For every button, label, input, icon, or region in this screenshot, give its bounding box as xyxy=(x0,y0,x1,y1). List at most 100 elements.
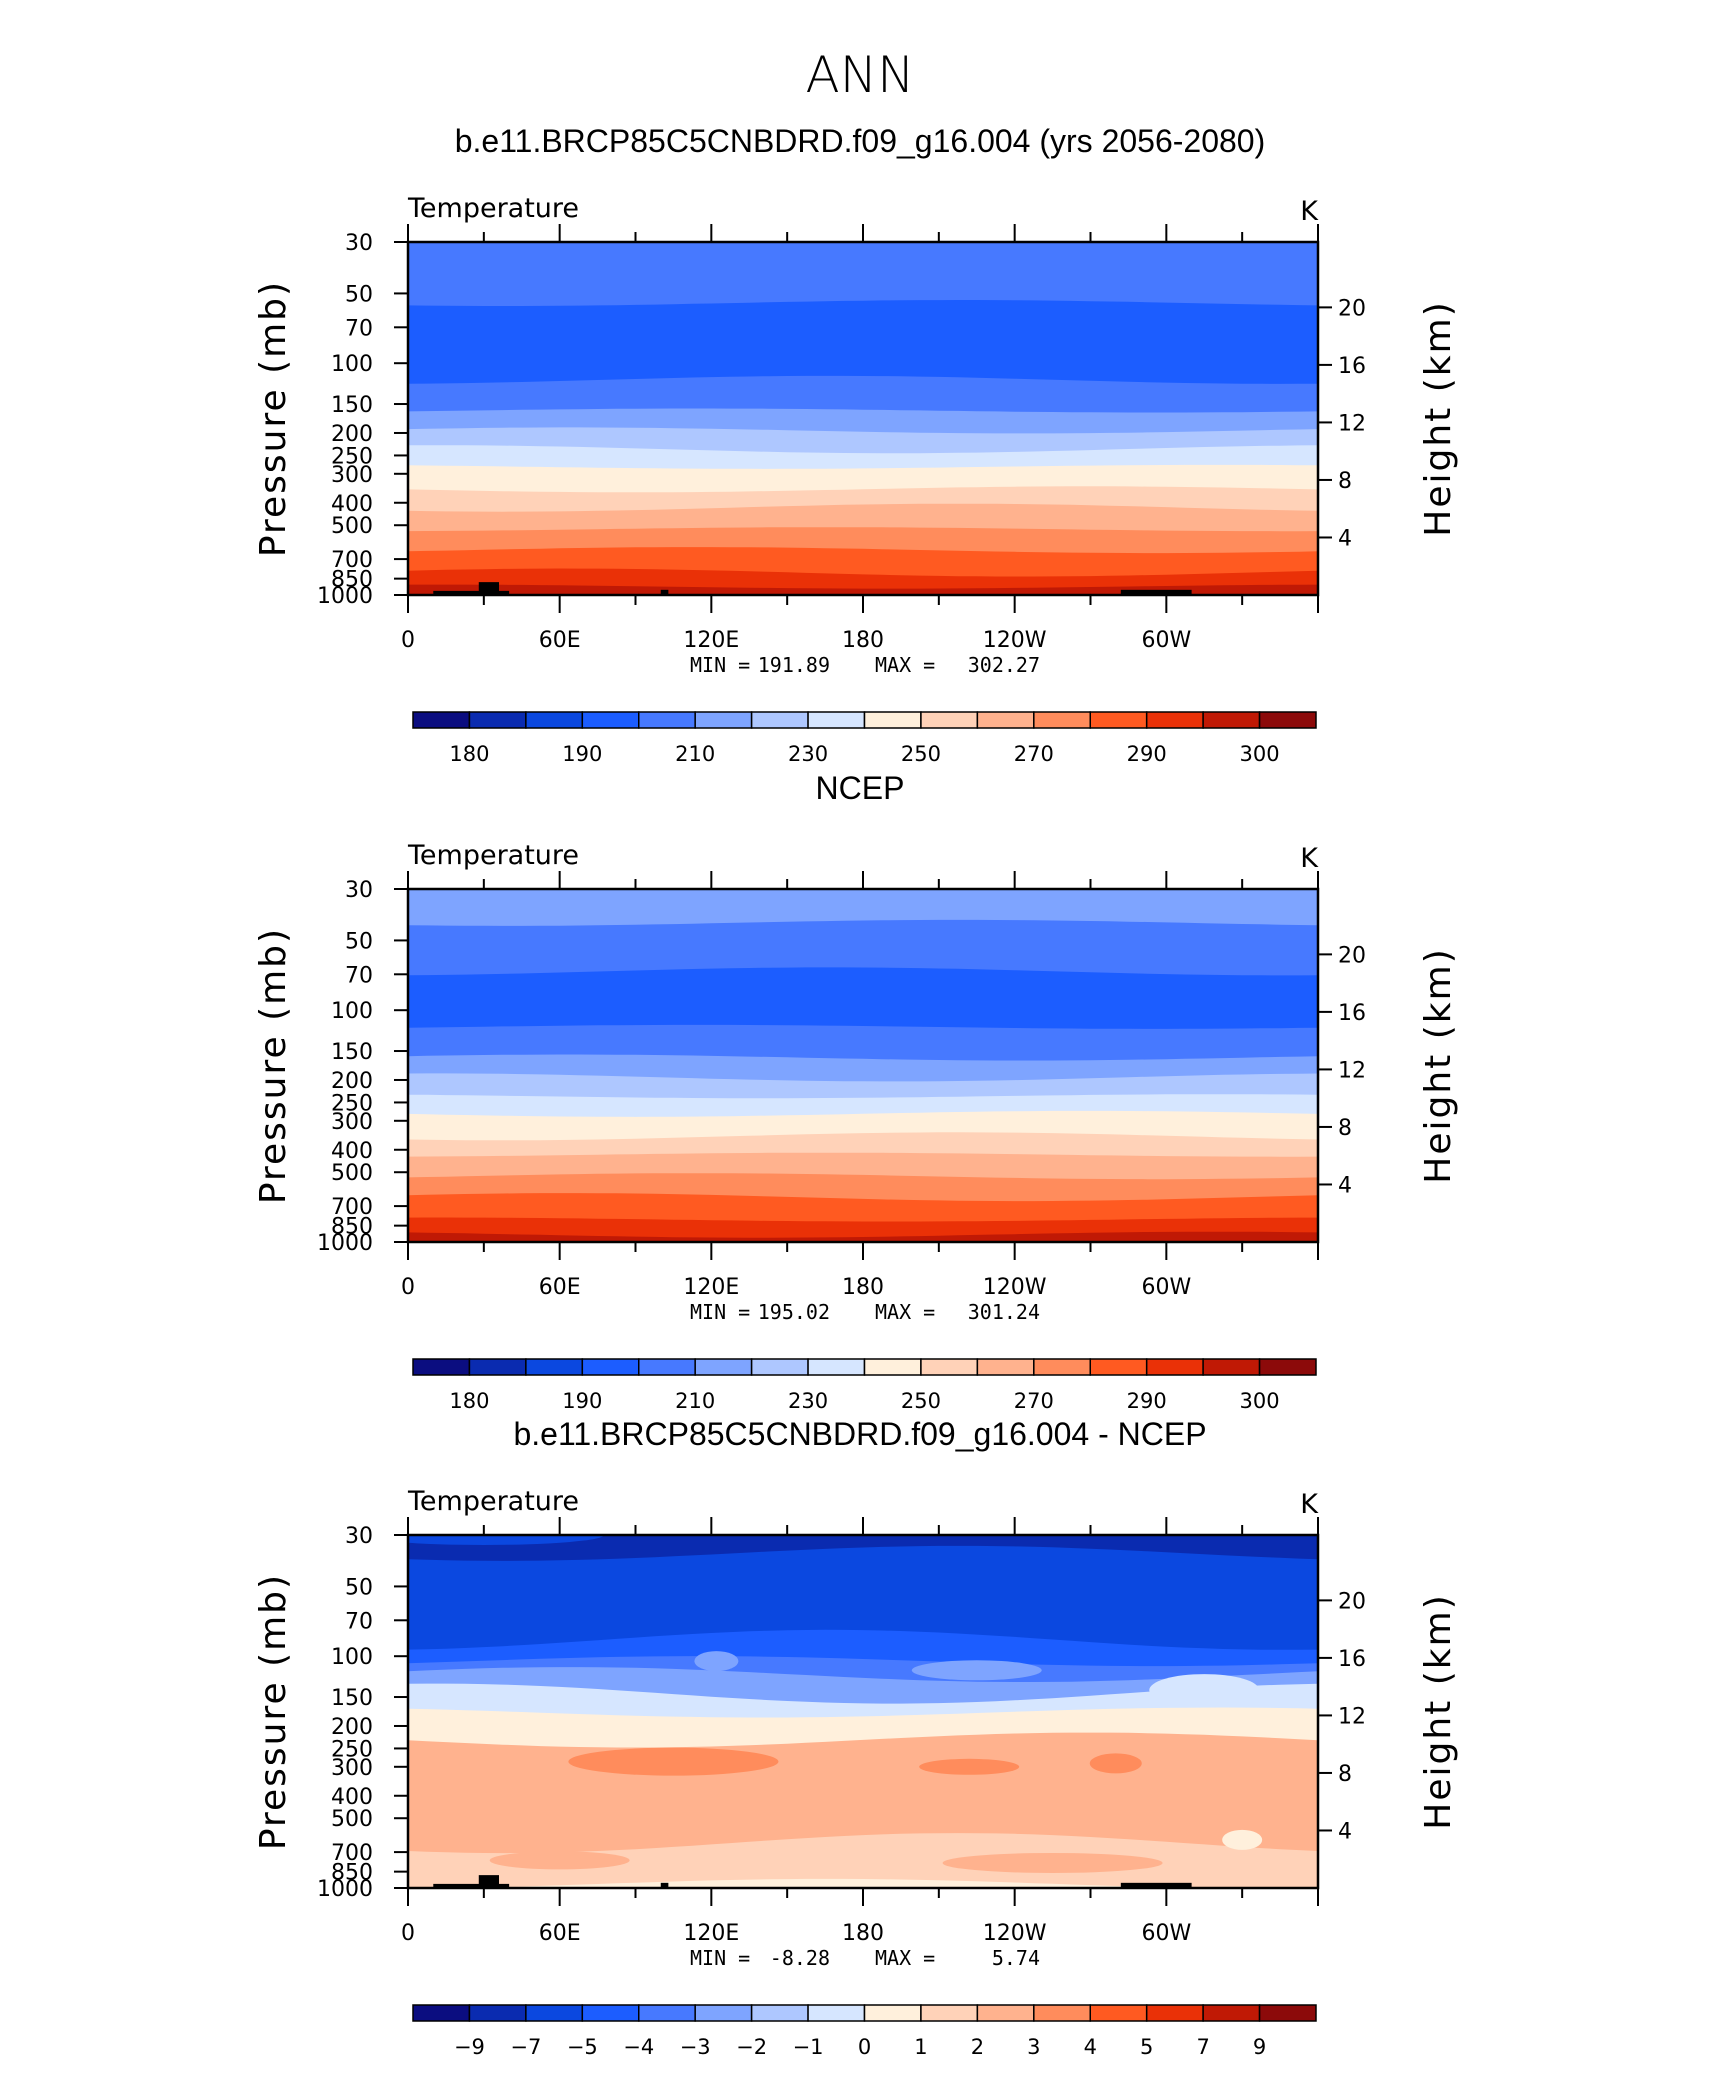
colorbar-box xyxy=(976,2004,1035,2022)
height-tick-label: 12 xyxy=(1338,411,1366,436)
panel-title: b.e11.BRCP85C5CNBDRD.f09_g16.004 (yrs 20… xyxy=(455,123,1266,159)
colorbar-box xyxy=(412,2004,471,2022)
colorbar-label: 9 xyxy=(1253,2035,1266,2059)
panel-variable-label: Temperature xyxy=(407,840,579,871)
colorbar-label: 250 xyxy=(901,1389,941,1413)
colorbar-label: 210 xyxy=(675,1389,715,1413)
colorbar-box xyxy=(468,711,527,729)
colorbar-box xyxy=(976,1358,1035,1376)
contour-band-13 xyxy=(408,1231,1318,1242)
y-tick-label: 50 xyxy=(345,929,373,954)
height-tick-label: 20 xyxy=(1338,943,1366,968)
colorbar-box xyxy=(1089,1358,1148,1376)
y-tick-label: 700 xyxy=(331,1841,373,1866)
y-tick-label: 30 xyxy=(345,878,373,903)
x-tick-label: 120E xyxy=(683,1275,739,1300)
y-tick-label: 50 xyxy=(345,282,373,307)
y-tick-label: 500 xyxy=(331,1807,373,1832)
colorbar-label: −7 xyxy=(510,2035,541,2059)
max-value: 302.27 xyxy=(968,653,1040,677)
x-tick-label: 180 xyxy=(842,628,884,653)
x-tick-label: 120E xyxy=(683,628,739,653)
y-tick-label: 700 xyxy=(331,548,373,573)
min-label: MIN = xyxy=(690,1300,750,1324)
colorbar-label: −9 xyxy=(454,2035,485,2059)
contour-feature-1 xyxy=(919,1758,1020,1775)
contour-band-9 xyxy=(460,1878,1195,1888)
max-value: 5.74 xyxy=(992,1946,1040,1970)
max-value: 301.24 xyxy=(968,1300,1040,1324)
colorbar-label: 3 xyxy=(1027,2035,1040,2059)
contour-band-12 xyxy=(408,584,1318,595)
panel-units-label: K xyxy=(1300,196,1319,227)
colorbar-box xyxy=(1145,2004,1204,2022)
y-tick-label: 150 xyxy=(331,393,373,418)
y-axis-title-right: Height (km) xyxy=(1418,300,1459,536)
colorbar-box xyxy=(750,1358,809,1376)
colorbar-box xyxy=(525,711,584,729)
y-tick-label: 150 xyxy=(331,1686,373,1711)
contour-field xyxy=(408,1535,1318,1888)
y-tick-label: 200 xyxy=(331,1715,373,1740)
contour-feature-9 xyxy=(1222,1829,1263,1850)
x-tick-label: 60E xyxy=(539,1275,581,1300)
terrain-mask-0 xyxy=(433,590,510,595)
terrain-mask-2 xyxy=(660,589,669,595)
colorbar-label: −2 xyxy=(736,2035,767,2059)
colorbar-label: 1 xyxy=(914,2035,927,2059)
colorbar-label: 7 xyxy=(1196,2035,1209,2059)
max-label: MAX = xyxy=(875,1300,935,1324)
colorbar-box xyxy=(638,711,696,729)
y-tick-label: 500 xyxy=(331,1161,373,1186)
colorbar-box xyxy=(863,1358,922,1376)
contour-feature-2 xyxy=(1089,1753,1142,1774)
panel-title: b.e11.BRCP85C5CNBDRD.f09_g16.004 - NCEP xyxy=(513,1416,1206,1452)
height-tick-label: 8 xyxy=(1338,469,1352,494)
colorbar-box xyxy=(863,711,922,729)
colorbar-label: 2 xyxy=(971,2035,984,2059)
y-tick-label: 150 xyxy=(331,1040,373,1065)
terrain-mask-1 xyxy=(478,582,499,595)
y-tick-label: 1000 xyxy=(317,584,373,609)
y-tick-label: 30 xyxy=(345,231,373,256)
colorbar-label: −4 xyxy=(623,2035,654,2059)
y-tick-label: 300 xyxy=(331,1756,373,1781)
y-axis-title-right: Height (km) xyxy=(1418,947,1459,1183)
y-tick-label: 400 xyxy=(331,492,373,517)
colorbar-box xyxy=(976,711,1035,729)
colorbar-label: 180 xyxy=(449,742,489,766)
colorbar-label: 300 xyxy=(1240,742,1280,766)
colorbar-box xyxy=(1258,2004,1317,2022)
height-tick-label: 4 xyxy=(1338,1173,1352,1198)
colorbar-box xyxy=(525,2004,584,2022)
terrain-mask-3 xyxy=(1120,589,1192,595)
y-tick-label: 250 xyxy=(331,444,373,469)
terrain-mask-1 xyxy=(478,1875,499,1888)
colorbar-label: 190 xyxy=(562,742,602,766)
colorbar-box xyxy=(694,2004,753,2022)
x-tick-label: 60W xyxy=(1141,1275,1191,1300)
colorbar-box xyxy=(1202,711,1261,729)
x-tick-label: 120E xyxy=(683,1921,739,1946)
panel-variable-label: Temperature xyxy=(407,193,579,224)
y-tick-label: 700 xyxy=(331,1195,373,1220)
colorbar-label: 4 xyxy=(1084,2035,1097,2059)
colorbar-label: 230 xyxy=(788,1389,828,1413)
min-value: 195.02 xyxy=(758,1300,830,1324)
min-value: 191.89 xyxy=(758,653,830,677)
panel-units-label: K xyxy=(1300,843,1319,874)
chart-panel-1: b.e11.BRCP85C5CNBDRD.f09_g16.004 (yrs 20… xyxy=(253,123,1459,766)
y-tick-label: 30 xyxy=(345,1524,373,1549)
colorbar-label: 290 xyxy=(1127,1389,1167,1413)
panel-title: NCEP xyxy=(816,770,905,806)
y-tick-label: 50 xyxy=(345,1575,373,1600)
colorbar-label: 210 xyxy=(675,742,715,766)
x-tick-label: 60W xyxy=(1141,1921,1191,1946)
y-axis-title-right: Height (km) xyxy=(1418,1593,1459,1829)
terrain-mask-3 xyxy=(1120,1882,1192,1888)
y-tick-label: 70 xyxy=(345,1609,373,1634)
y-tick-label: 400 xyxy=(331,1785,373,1810)
